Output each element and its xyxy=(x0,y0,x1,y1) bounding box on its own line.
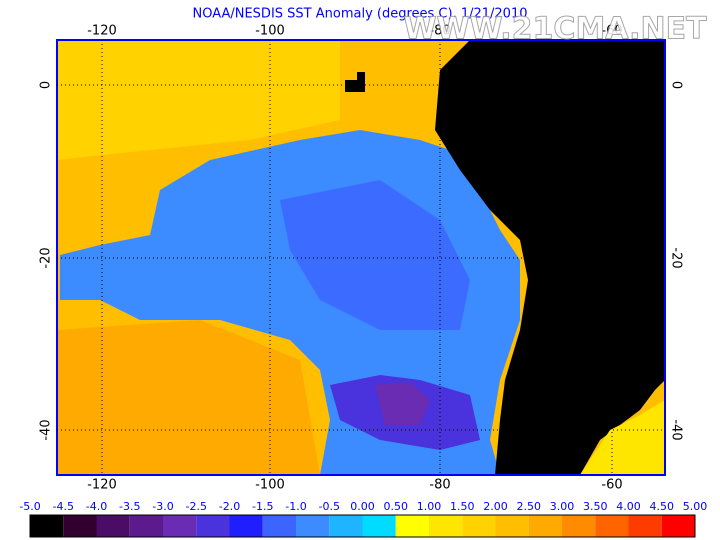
colorbar-swatch xyxy=(163,515,197,537)
colorbar-label: -1.5 xyxy=(252,500,273,513)
lat-label-right: -20 xyxy=(669,247,684,268)
warm-region xyxy=(57,320,320,475)
colorbar-label: 1.00 xyxy=(417,500,442,513)
cool-core xyxy=(280,180,470,330)
colorbar-swatch xyxy=(229,515,263,537)
colorbar-swatch xyxy=(562,515,596,537)
colorbar-swatch xyxy=(296,515,330,537)
colorbar-swatch xyxy=(462,515,496,537)
colorbar-swatch xyxy=(96,515,130,537)
colorbar-swatch xyxy=(329,515,363,537)
lon-label-top: -60 xyxy=(601,24,622,39)
coastal-warm xyxy=(580,400,665,475)
lon-label-top: -120 xyxy=(87,24,117,39)
colorbar-swatch xyxy=(196,515,230,537)
lon-label-top: -80 xyxy=(429,24,450,39)
land-island xyxy=(345,72,365,92)
colorbar-label: 3.00 xyxy=(550,500,575,513)
lon-label-bottom: -80 xyxy=(429,478,450,493)
colorbar-swatch xyxy=(595,515,629,537)
colorbar-label: 0.50 xyxy=(384,500,409,513)
colorbar-label: -2.5 xyxy=(186,500,207,513)
colorbar-swatch xyxy=(628,515,662,537)
colorbar-label: -4.5 xyxy=(53,500,74,513)
lon-label-bottom: -120 xyxy=(87,478,117,493)
colorbar-label: 3.50 xyxy=(583,500,608,513)
colorbar-label: 5.00 xyxy=(683,500,708,513)
warm-region xyxy=(57,40,340,160)
colorbar-label: -4.0 xyxy=(86,500,107,513)
colorbar-label: -3.5 xyxy=(119,500,140,513)
colorbar-label: -0.5 xyxy=(319,500,340,513)
colorbar-swatch xyxy=(30,515,64,537)
title: NOAA/NESDIS SST Anomaly (degrees C), 1/2… xyxy=(192,7,527,22)
colorbar-swatch xyxy=(661,515,695,537)
colorbar-label: 1.50 xyxy=(450,500,475,513)
lat-label-left: -20 xyxy=(39,247,54,268)
lat-label-left: 0 xyxy=(39,81,54,89)
lat-label-right: -40 xyxy=(669,419,684,440)
colorbar-frame xyxy=(29,514,696,538)
lon-label-bottom: -60 xyxy=(601,478,622,493)
colorbar-swatch xyxy=(528,515,562,537)
colorbar-swatch xyxy=(362,515,396,537)
lon-label-top: -100 xyxy=(255,24,285,39)
cold-core xyxy=(375,382,430,425)
watermark: WWW.21CMA.NET xyxy=(403,12,707,47)
colorbar-label: 0.00 xyxy=(350,500,375,513)
graticule: -120 -120 -100 -100 -80 -80 -60 -60 0 0 -20 -20 -40 -… xyxy=(39,24,684,493)
colorbar-swatch xyxy=(63,515,97,537)
colorbar-swatch xyxy=(495,515,529,537)
colorbar-label: 2.50 xyxy=(517,500,542,513)
lat-label-left: -40 xyxy=(39,419,54,440)
colorbar-label: 4.50 xyxy=(650,500,675,513)
colorbar-label: -3.0 xyxy=(152,500,173,513)
colorbar-swatch xyxy=(262,515,296,537)
colorbar-label: -5.0 xyxy=(19,500,40,513)
colorbar-swatch xyxy=(395,515,429,537)
colorbar-swatch xyxy=(129,515,163,537)
lat-label-right: 0 xyxy=(669,81,684,89)
colorbar-swatch xyxy=(429,515,463,537)
colorbar-label: 4.00 xyxy=(616,500,641,513)
colorbar: -5.0 -4.5 -4.0 -3.5 -3.0 -2.5 -2.0 -1.5 -1.0 -0.5… xyxy=(19,500,708,538)
colorbar-label: -2.0 xyxy=(219,500,240,513)
lon-label-bottom: -100 xyxy=(255,478,285,493)
colorbar-label: 2.00 xyxy=(483,500,508,513)
colorbar-label: -1.0 xyxy=(285,500,306,513)
